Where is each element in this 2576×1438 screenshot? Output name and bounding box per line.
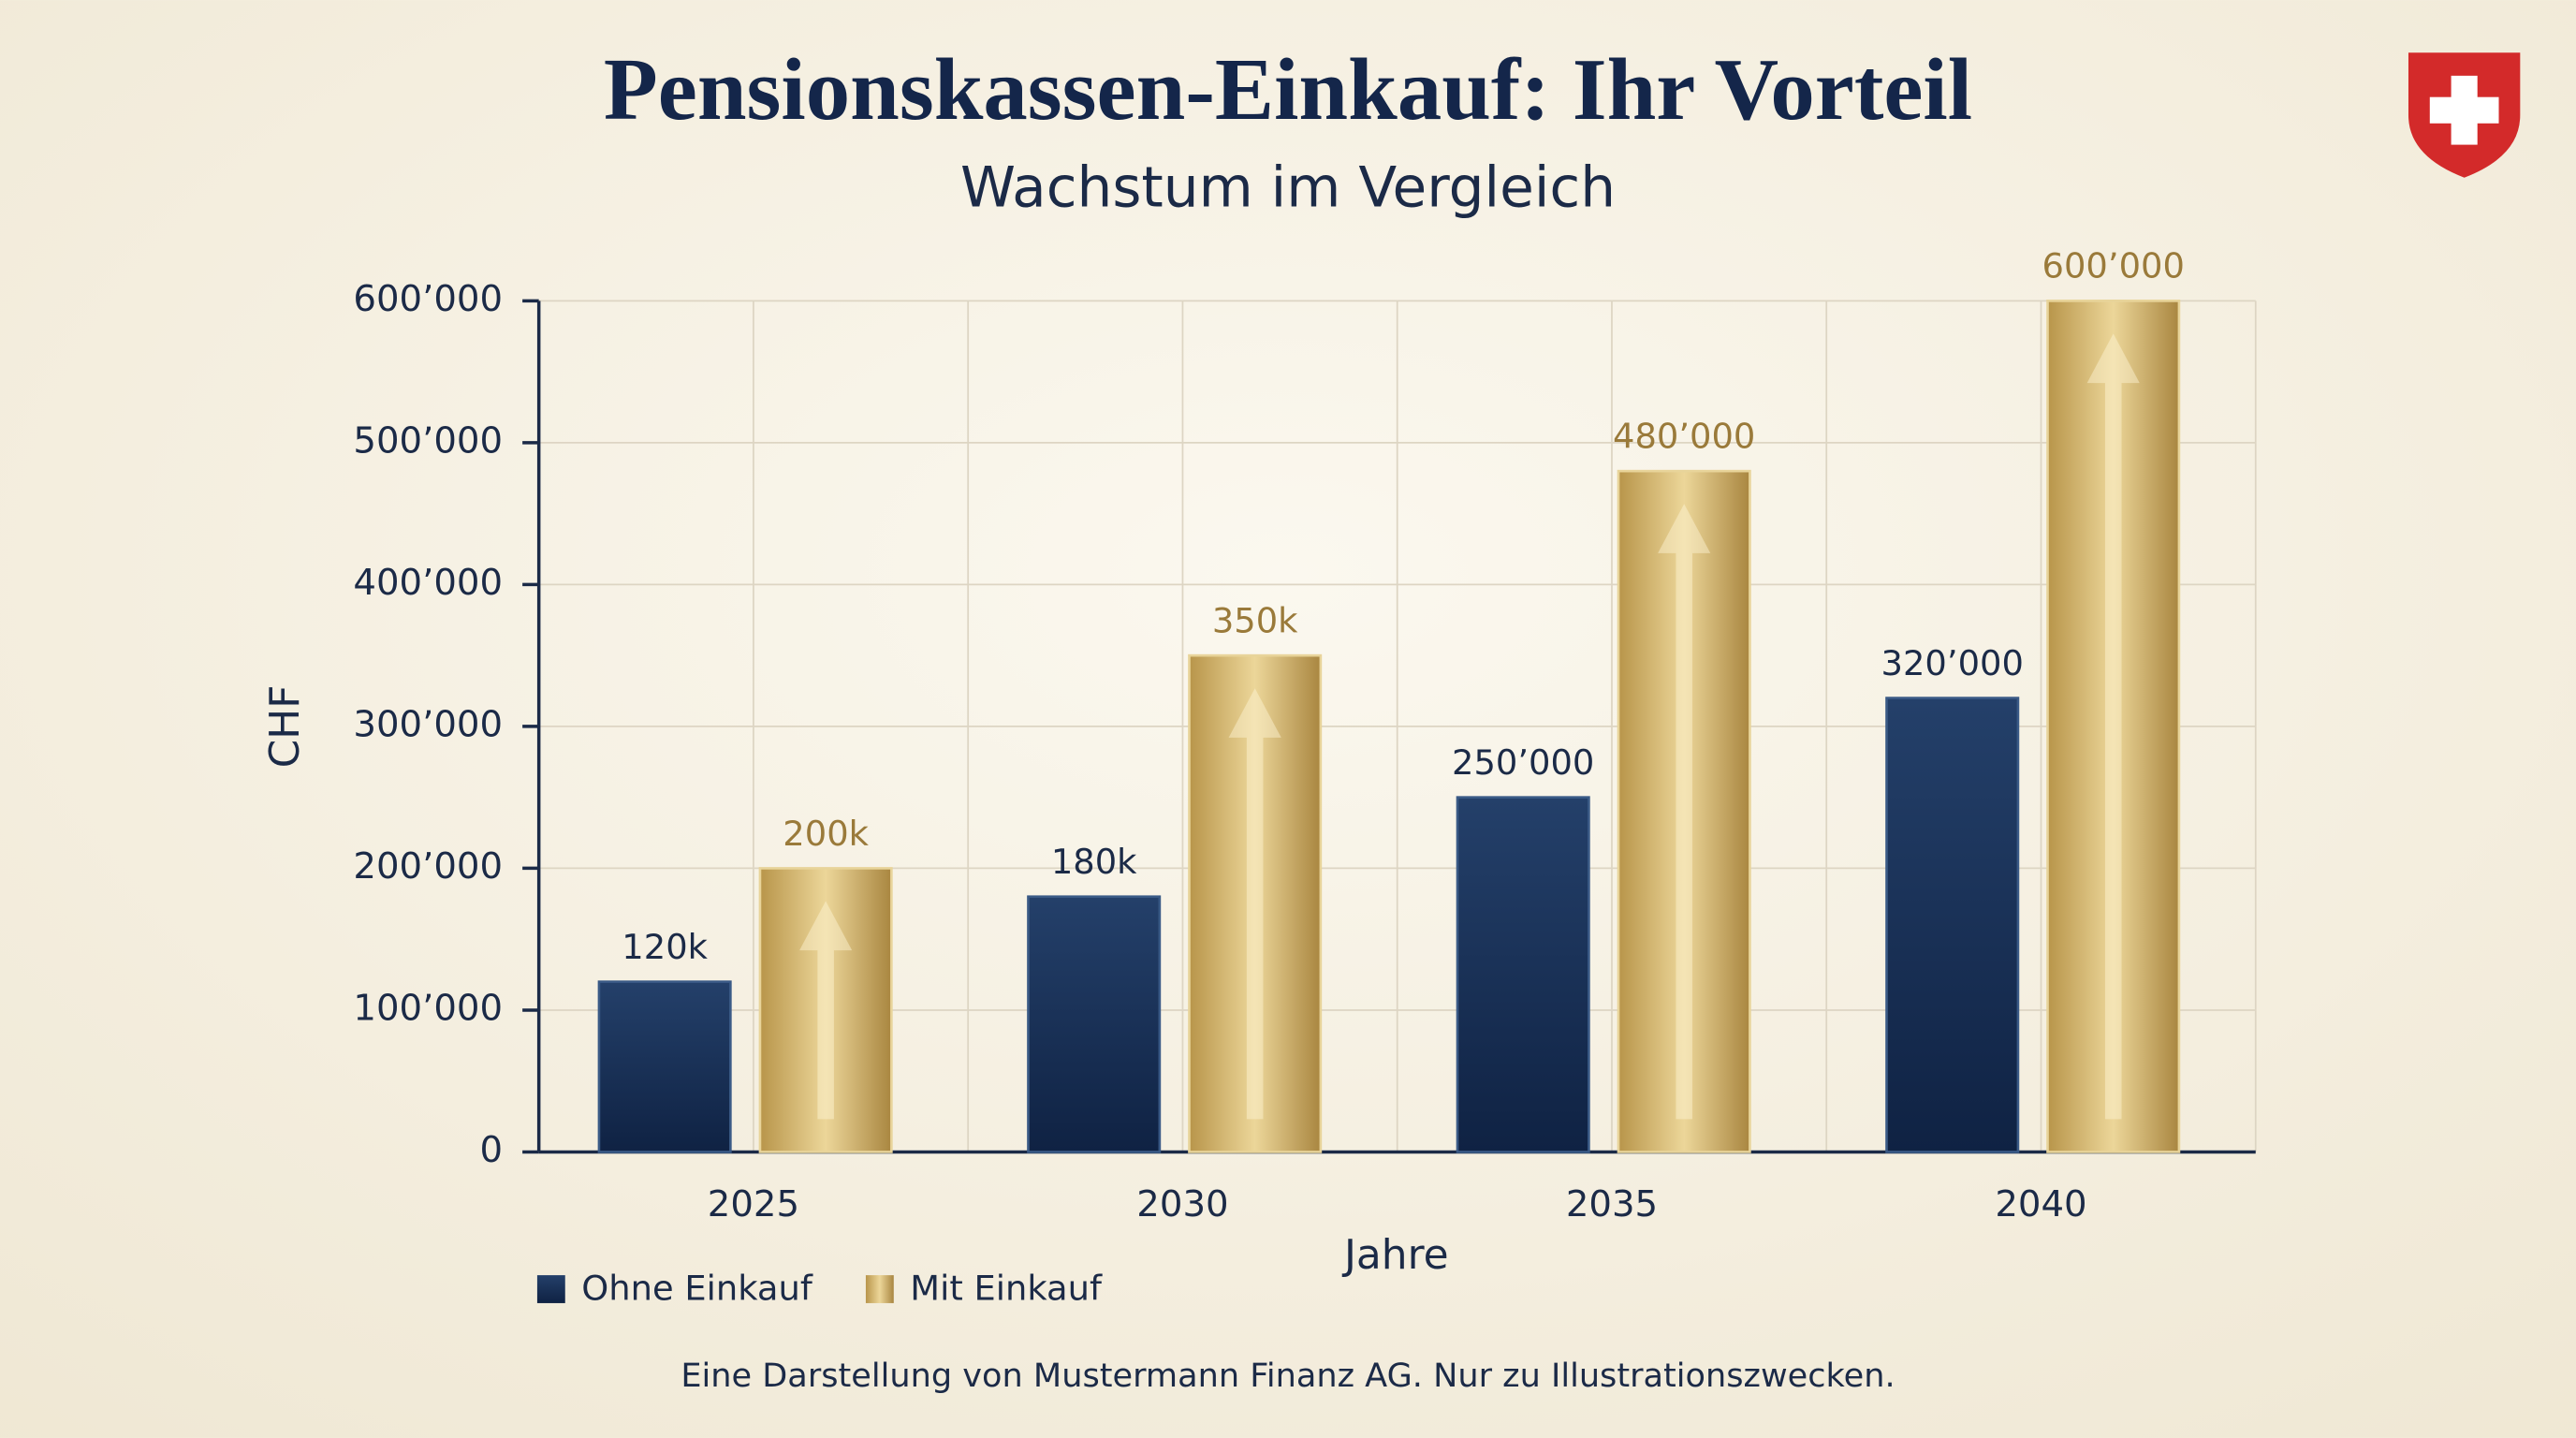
value-label: 180k: [1051, 842, 1137, 882]
y-tick-label: 600’000: [353, 278, 503, 320]
chart-title: Pensionskassen-Einkauf: Ihr Vorteil: [604, 41, 1972, 139]
x-tick-label: 2040: [1995, 1183, 2086, 1225]
y-tick-label: 300’000: [353, 703, 503, 745]
chart-subtitle: Wachstum im Vergleich: [960, 155, 1616, 220]
bar: [1885, 697, 2020, 1153]
footnote: Eine Darstellung von Mustermann Finanz A…: [681, 1357, 1895, 1395]
y-tick-label: 400’000: [353, 562, 503, 604]
x-axis-label: Jahre: [1341, 1231, 1449, 1279]
bar: [1456, 796, 1590, 1153]
x-tick-label: 2035: [1566, 1183, 1658, 1225]
legend-swatch: [536, 1275, 565, 1303]
value-label: 480’000: [1613, 417, 1755, 457]
value-label: 120k: [622, 927, 708, 967]
bar-arrow: [2086, 333, 2140, 1120]
value-label: 200k: [783, 814, 869, 854]
bar: [2046, 300, 2181, 1153]
y-tick-label: 100’000: [353, 987, 503, 1029]
y-tick-label: 500’000: [353, 419, 503, 462]
value-label: 320’000: [1881, 643, 2024, 683]
bar-arrow: [799, 901, 853, 1120]
value-label: 350k: [1212, 601, 1298, 641]
value-label: 250’000: [1452, 742, 1594, 783]
x-tick-label: 2030: [1136, 1183, 1228, 1225]
bar: [758, 867, 893, 1153]
legend-label: Ohne Einkauf: [581, 1268, 813, 1308]
y-tick-label: 0: [479, 1129, 503, 1171]
bar: [1027, 895, 1162, 1153]
bar-arrow: [1658, 504, 1711, 1120]
bar-arrow: [1228, 688, 1281, 1120]
legend-swatch: [865, 1275, 894, 1303]
swiss-shield: [2408, 52, 2521, 178]
bar: [1188, 653, 1323, 1153]
bar: [1617, 469, 1751, 1153]
y-tick-label: 200’000: [353, 845, 503, 888]
legend-label: Mit Einkauf: [910, 1268, 1103, 1308]
bar: [597, 980, 732, 1153]
y-axis-label: CHF: [261, 684, 309, 768]
x-tick-label: 2025: [708, 1183, 799, 1225]
value-label: 600’000: [2042, 246, 2185, 286]
